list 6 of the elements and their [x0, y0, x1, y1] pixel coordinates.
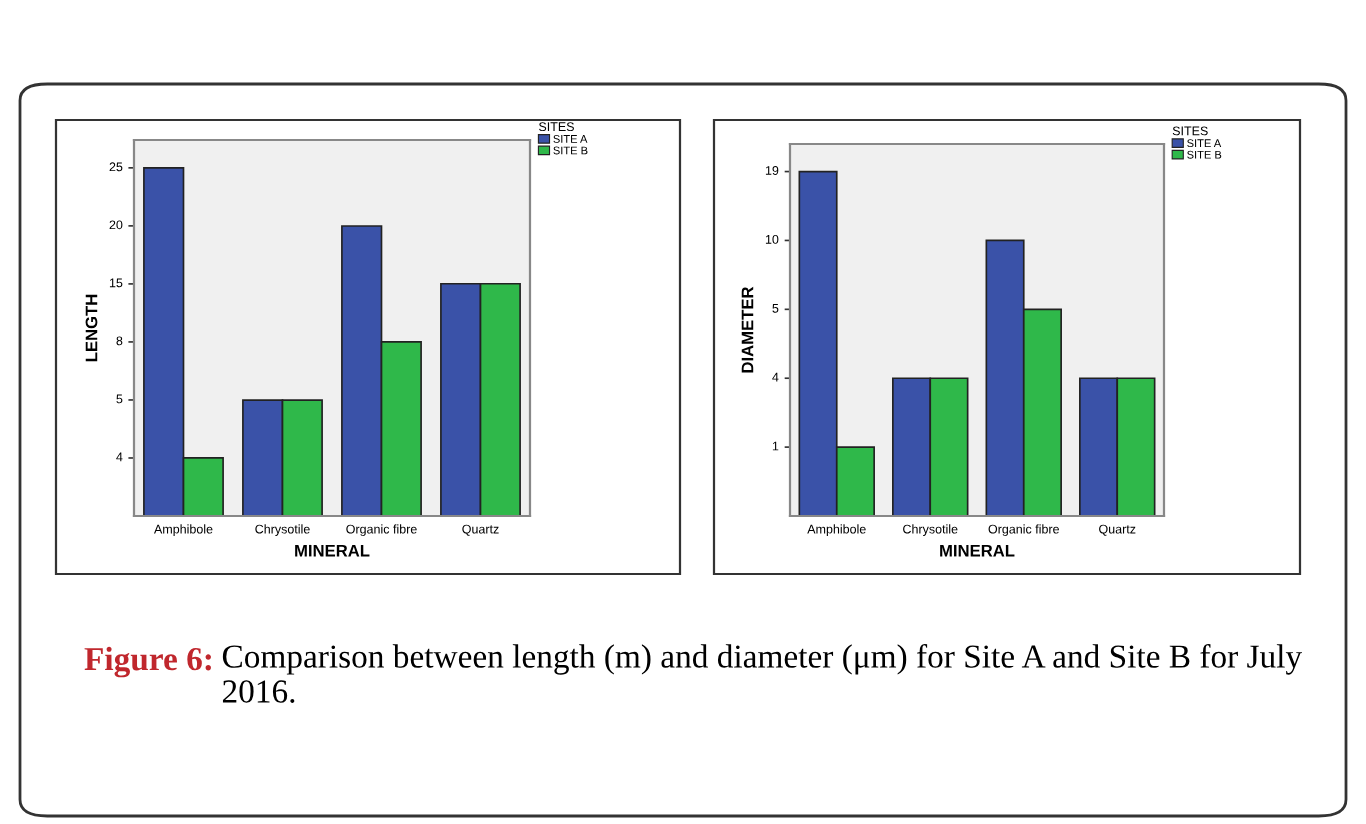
- x-axis-title: MINERAL: [295, 544, 370, 557]
- x-axis-title: MINERAL: [940, 544, 1015, 557]
- y-axis-title: LENGTH: [85, 294, 98, 362]
- text: Comparison between length (m) and diameter (μm) for Site A and Site B for July 2016.: [222, 644, 1302, 703]
- caption: Figure 6:: [84, 646, 211, 678]
- y-axis-title: DIAMETER: [741, 286, 754, 373]
